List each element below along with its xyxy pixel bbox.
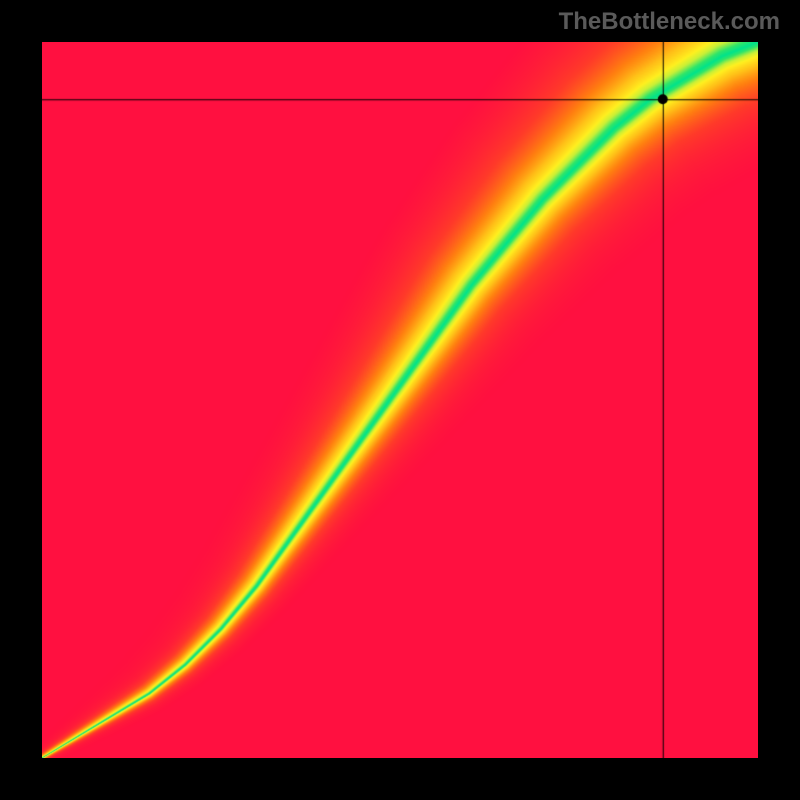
watermark-text: TheBottleneck.com <box>559 8 780 36</box>
bottleneck-heatmap <box>42 42 758 758</box>
chart-container: TheBottleneck.com <box>0 0 800 800</box>
